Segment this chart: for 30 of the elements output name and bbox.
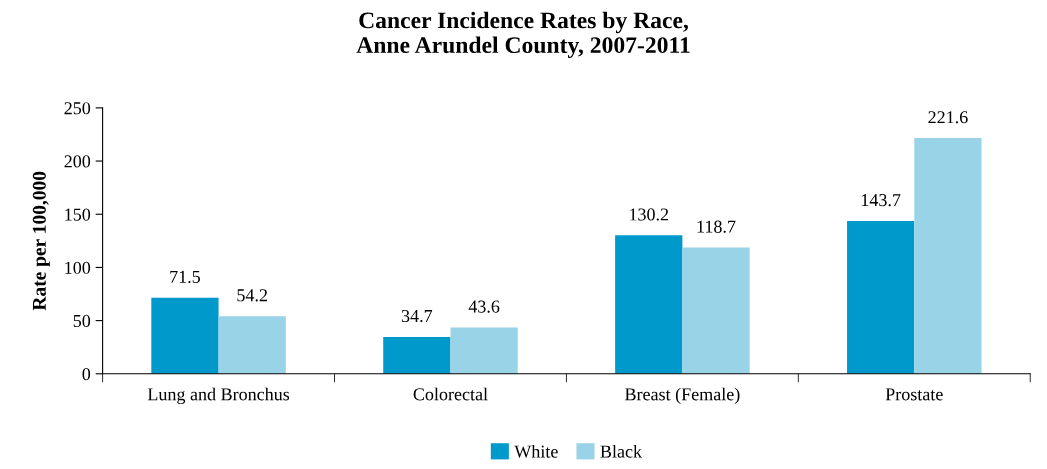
y-tick-label: 100: [65, 261, 91, 274]
data-label: 34.7: [401, 309, 433, 323]
bar: [847, 220, 915, 374]
y-tick-label: 50: [73, 314, 91, 328]
bar: [383, 336, 451, 374]
bar: [218, 316, 286, 374]
bar: [151, 297, 219, 374]
bar: [450, 327, 518, 374]
y-axis-title: Rate per 100,000: [32, 171, 50, 311]
data-label: 143.7: [861, 194, 901, 207]
data-label: 221.6: [928, 111, 968, 124]
x-tick-label: Lung and Bronchus: [147, 387, 290, 405]
bar: [914, 138, 982, 374]
data-label: 130.2: [630, 208, 669, 221]
bar: [682, 247, 750, 374]
legend-label: Black: [600, 444, 643, 458]
y-tick-label: 150: [65, 208, 91, 221]
chart-title: Cancer Incidence Rates by Race, Anne Arundel County, 2007-2011: [356, 11, 690, 58]
bar: [615, 235, 683, 374]
x-tick-label: Colorectal: [413, 387, 488, 401]
x-tick-label: Prostate: [885, 388, 943, 401]
data-label: 54.2: [237, 289, 267, 302]
legend-label: White: [514, 444, 558, 458]
y-tick-label: 0: [82, 368, 91, 381]
data-label: 118.7: [697, 220, 736, 233]
y-tick-label: 200: [64, 155, 91, 168]
y-tick-label: 250: [64, 102, 91, 115]
x-tick-label: Breast (Female): [625, 387, 740, 405]
data-label: 43.6: [468, 300, 500, 313]
data-label: 71.5: [170, 270, 201, 284]
